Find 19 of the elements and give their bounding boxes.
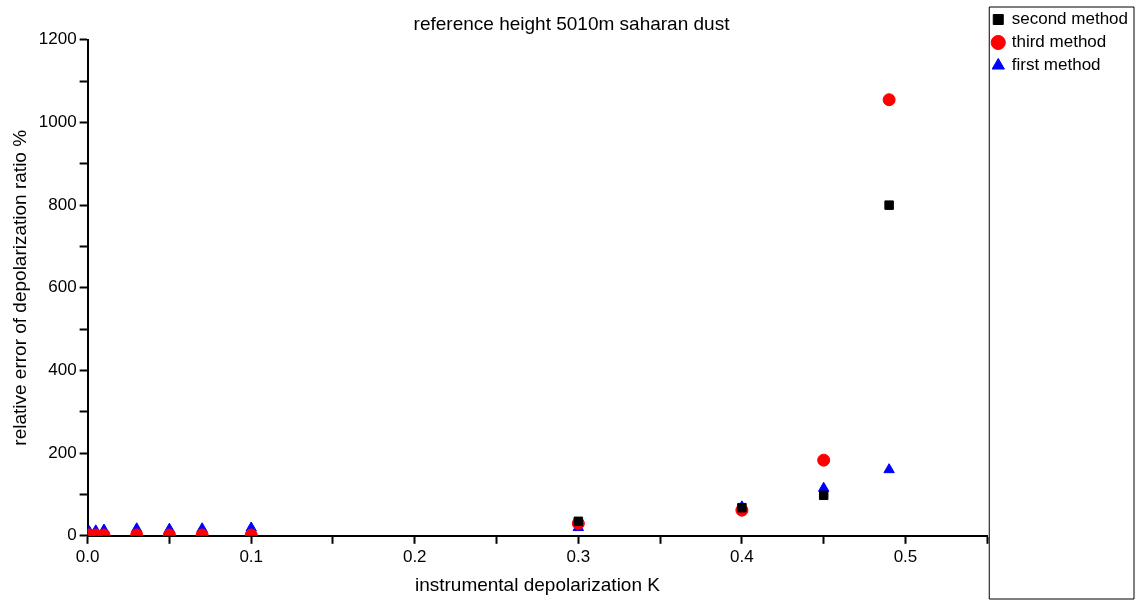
y-tick-label: 200 xyxy=(48,442,77,462)
legend-label: first method xyxy=(1011,55,1101,75)
x-tick-label: 0.3 xyxy=(566,546,591,566)
x-axis-title: instrumental depolarization K xyxy=(414,573,661,595)
legend-label: second method xyxy=(1011,9,1129,29)
y-axis-title: relative error of depolarization ratio % xyxy=(8,129,30,446)
x-tick-label: 0.1 xyxy=(239,546,264,566)
y-tick-label: 1200 xyxy=(38,29,77,49)
y-tick-label: 800 xyxy=(48,194,77,214)
y-tick-label: 0 xyxy=(67,525,77,545)
x-tick-label: 0.0 xyxy=(75,546,100,566)
legend-label: third method xyxy=(1011,32,1107,52)
x-tick-label: 0.2 xyxy=(402,546,427,566)
x-tick-label: 0.5 xyxy=(893,546,918,566)
y-tick-label: 1000 xyxy=(38,112,77,132)
y-tick-label: 400 xyxy=(48,360,77,380)
y-tick-label: 600 xyxy=(48,277,77,297)
chart-title: reference height 5010m saharan dust xyxy=(413,12,731,34)
x-tick-label: 0.4 xyxy=(730,546,754,566)
